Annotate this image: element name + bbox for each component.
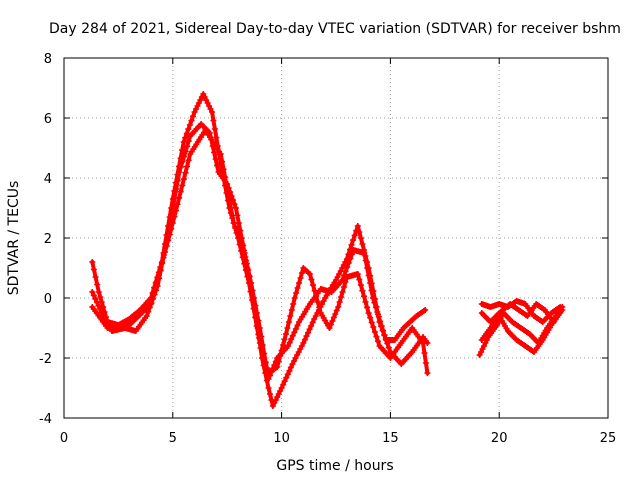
y-tick-label: 0 [44,292,52,307]
y-tick-label: 8 [44,52,52,67]
x-axis-label: GPS time / hours [276,458,393,474]
y-tick-label: 6 [44,112,52,127]
axis-ticks: 0 5 10 15 20 25 -4 -2 0 2 4 6 8 [39,52,616,446]
series-trace [90,122,430,408]
series-track-7 [478,301,566,325]
series-track-6 [478,310,564,355]
x-tick-label: 15 [382,431,399,446]
y-tick-label: -2 [39,352,52,367]
x-tick-label: 10 [273,431,290,446]
plus-markers [89,121,431,409]
data-series [89,91,566,409]
grid [64,58,608,418]
x-tick-label: 5 [169,431,177,446]
plus-markers [89,127,429,382]
x-tick-label: 25 [600,431,617,446]
chart-title: Day 284 of 2021, Sidereal Day-to-day VTE… [49,21,621,37]
series-track-2 [89,121,431,409]
series-track-3 [89,127,429,382]
y-tick-label: -4 [39,412,52,427]
x-tick-label: 20 [491,431,508,446]
y-tick-label: 2 [44,232,52,247]
y-axis-label: SDTVAR / TECUs [6,181,22,296]
plus-markers [478,301,566,325]
y-tick-label: 4 [44,172,52,187]
x-tick-label: 0 [60,431,68,446]
